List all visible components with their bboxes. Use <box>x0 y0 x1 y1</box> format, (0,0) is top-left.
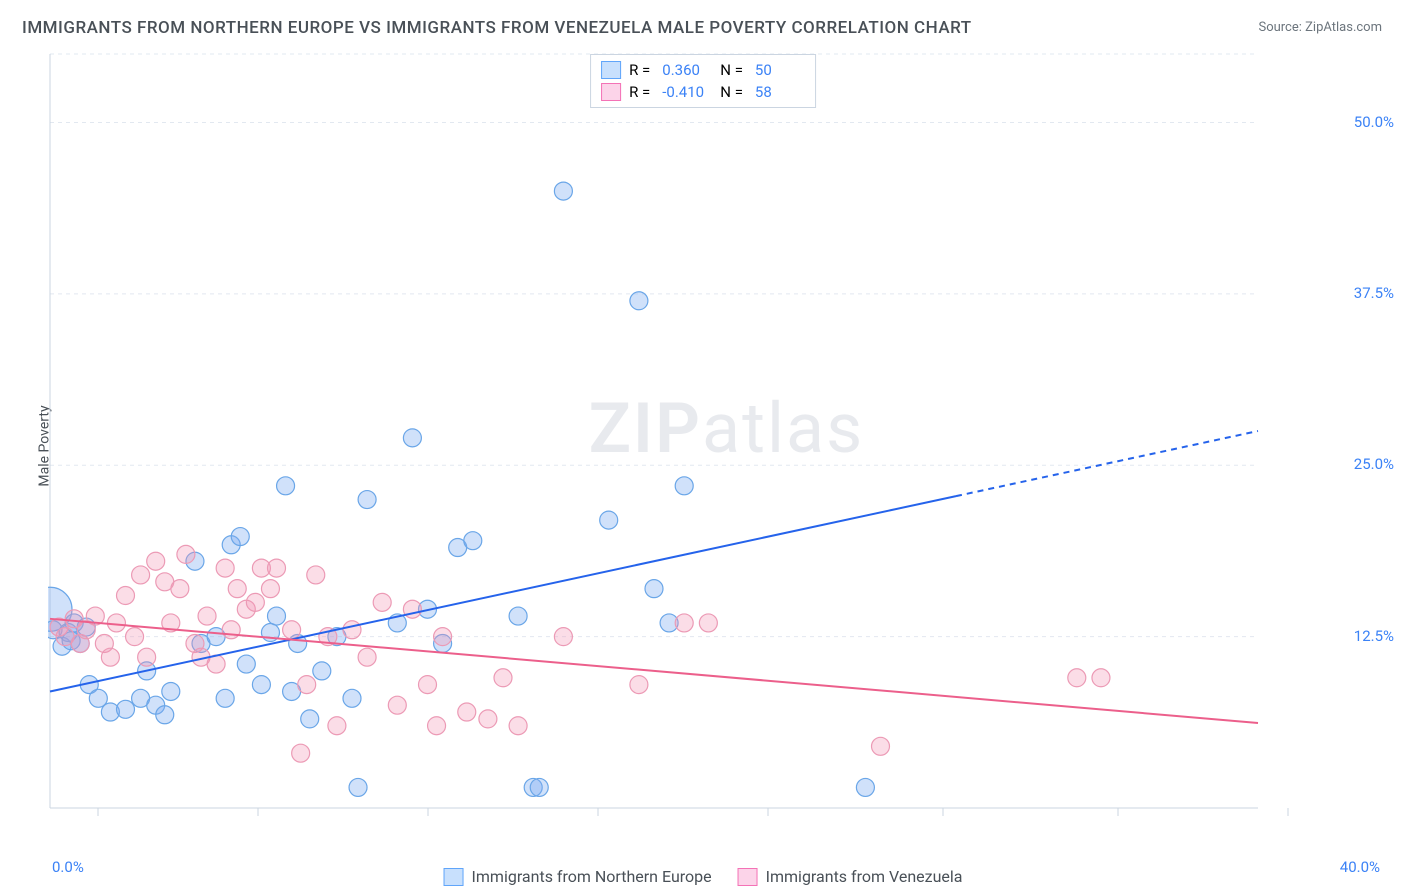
r-label: R = <box>629 83 650 101</box>
legend-item: Immigrants from Venezuela <box>738 867 963 886</box>
x-tick-min: 0.0% <box>52 858 84 876</box>
chart-title: IMMIGRANTS FROM NORTHERN EUROPE VS IMMIG… <box>22 18 972 38</box>
swatch-icon <box>601 83 621 101</box>
r-label: R = <box>629 61 650 79</box>
n-value: 58 <box>755 83 805 101</box>
x-tick-max: 40.0% <box>1340 858 1380 876</box>
legend-label: Immigrants from Venezuela <box>766 867 963 886</box>
legend-stats-row-2: R = -0.410 N = 58 <box>601 81 805 103</box>
scatter-svg <box>48 50 1328 840</box>
legend-item: Immigrants from Northern Europe <box>444 867 712 886</box>
y-tick-label: 25.0% <box>1354 455 1394 473</box>
y-tick-label: 37.5% <box>1354 284 1394 302</box>
legend-stats-row-1: R = 0.360 N = 50 <box>601 59 805 81</box>
legend-series: Immigrants from Northern Europe Immigran… <box>444 867 963 886</box>
legend-stats: R = 0.360 N = 50 R = -0.410 N = 58 <box>590 54 816 108</box>
r-value: 0.360 <box>662 61 712 79</box>
n-label: N = <box>720 83 743 101</box>
swatch-icon <box>601 61 621 79</box>
source-label: Source: ZipAtlas.com <box>1258 20 1382 35</box>
chart-plot-area: ZIPatlas <box>48 50 1328 840</box>
r-value: -0.410 <box>662 83 712 101</box>
n-value: 50 <box>755 61 805 79</box>
legend-label: Immigrants from Northern Europe <box>472 867 712 886</box>
y-tick-label: 50.0% <box>1354 113 1394 131</box>
swatch-icon <box>444 868 464 886</box>
n-label: N = <box>720 61 743 79</box>
y-tick-label: 12.5% <box>1354 627 1394 645</box>
swatch-icon <box>738 868 758 886</box>
